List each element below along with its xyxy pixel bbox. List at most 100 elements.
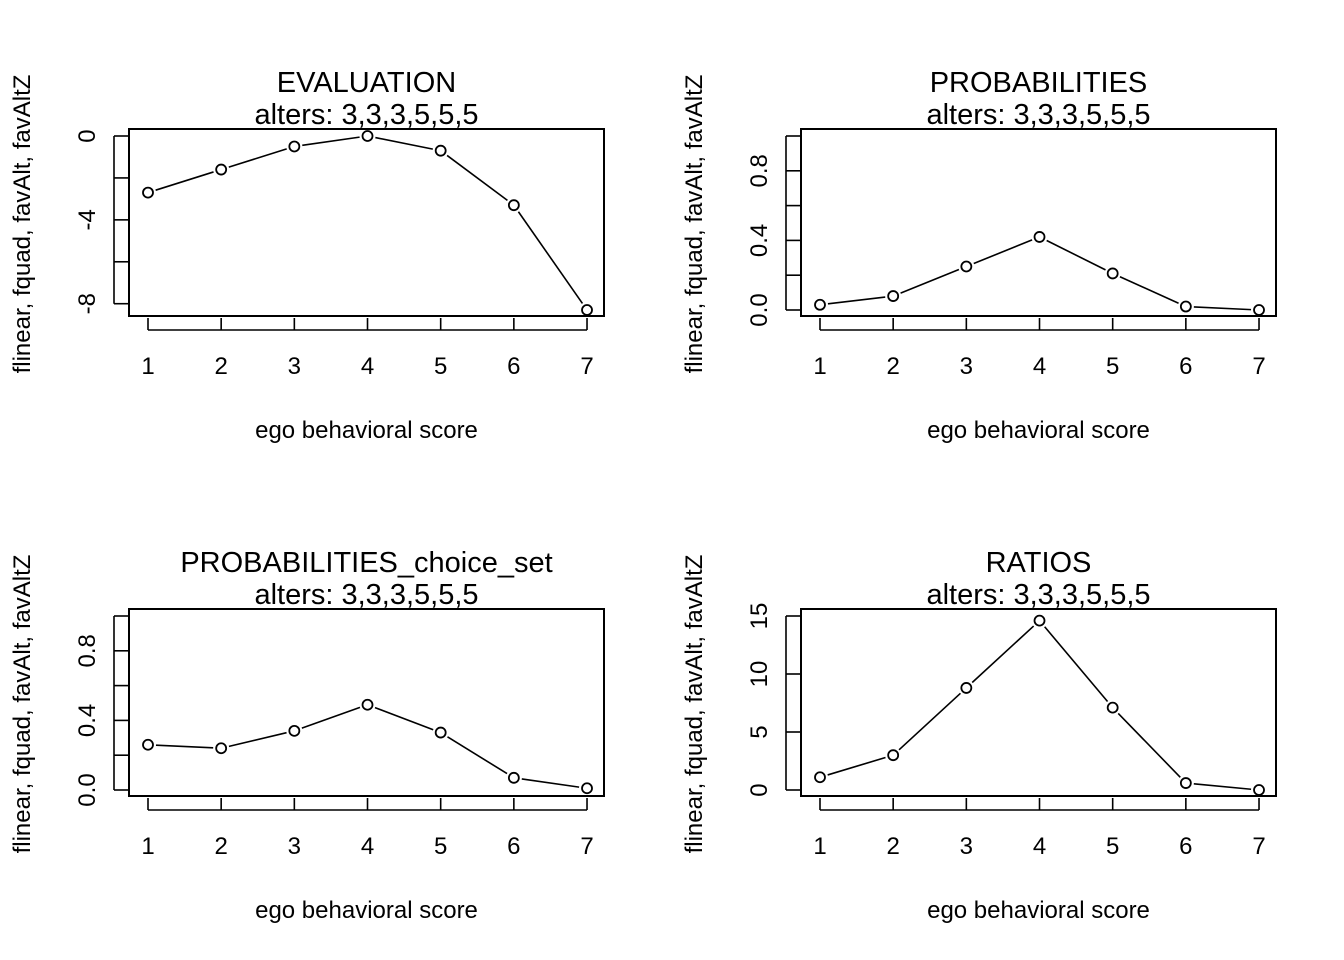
data-point — [581, 304, 593, 316]
series-segment — [1193, 306, 1252, 311]
data-point — [215, 742, 228, 755]
x-tick-label: 7 — [580, 353, 593, 380]
chart-subtitle: alters: 3,3,3,5,5,5 — [926, 579, 1150, 611]
data-point — [288, 724, 301, 737]
plot-frame — [128, 608, 605, 797]
x-tick-label: 5 — [434, 353, 447, 380]
y-tick-label: 0 — [746, 783, 773, 796]
x-tick-label: 2 — [214, 833, 227, 860]
y-tick-label: 0.4 — [746, 224, 773, 257]
series-segment — [1044, 626, 1109, 703]
series-segment — [517, 211, 584, 304]
y-axis: 0.0 0.4 0.8 — [746, 135, 801, 327]
data-point — [1106, 267, 1119, 280]
y-tick-label: 0.8 — [746, 154, 773, 187]
data-point — [142, 738, 154, 751]
x-tick-label: 1 — [813, 833, 826, 860]
series-segment — [375, 136, 433, 150]
data-point — [507, 199, 520, 212]
series-segment — [827, 296, 886, 305]
data-point — [1033, 614, 1046, 627]
x-tick-label: 3 — [288, 353, 301, 380]
x-axis: 1 2 3 4 5 6 7 — [813, 798, 1266, 860]
data-point — [288, 140, 301, 153]
x-tick-label: 1 — [141, 353, 154, 380]
series-segment — [1119, 276, 1179, 304]
x-tick-label: 3 — [960, 353, 973, 380]
series-segment — [228, 731, 287, 748]
y-tick-label: 0.4 — [74, 704, 101, 737]
y-tick-label: 10 — [746, 661, 773, 688]
series-segment — [446, 154, 508, 202]
series-segment — [898, 692, 961, 751]
series-segment — [521, 778, 580, 788]
x-axis-label: ego behavioral score — [927, 897, 1150, 924]
x-tick-label: 4 — [361, 353, 374, 380]
y-tick-label: 0.0 — [746, 293, 773, 326]
series-segment — [1117, 712, 1181, 778]
chart-subtitle: alters: 3,3,3,5,5,5 — [254, 579, 478, 611]
x-tick-label: 6 — [1179, 353, 1192, 380]
data-point — [507, 771, 520, 784]
series-segment — [374, 706, 434, 731]
series-segment — [301, 706, 361, 729]
y-tick-label: -8 — [74, 293, 101, 314]
x-tick-label: 4 — [361, 833, 374, 860]
series-segment — [302, 136, 360, 147]
data-point — [960, 682, 973, 694]
series-segment — [900, 268, 960, 294]
x-tick-label: 7 — [1252, 833, 1265, 860]
data-point — [361, 130, 374, 142]
y-axis-label: flinear, fquad, favAlt, favAltZ — [681, 75, 708, 374]
series-segment — [1193, 783, 1252, 791]
x-tick-label: 4 — [1033, 353, 1046, 380]
data-point — [1179, 300, 1192, 313]
x-tick-label: 5 — [1106, 353, 1119, 380]
series-segment — [155, 744, 214, 749]
data-point — [581, 782, 593, 795]
series-segment — [155, 171, 214, 191]
data-point — [1179, 777, 1192, 789]
x-axis: 1 2 3 4 5 6 7 — [813, 318, 1266, 380]
x-tick-label: 2 — [886, 833, 899, 860]
x-tick-label: 6 — [1179, 833, 1192, 860]
x-tick-label: 3 — [288, 833, 301, 860]
series-segment — [973, 239, 1033, 265]
series-segment — [1046, 239, 1106, 271]
y-tick-label: 5 — [746, 725, 773, 738]
y-tick-label: 0 — [74, 129, 101, 142]
data-point — [361, 698, 374, 711]
plot-frame — [800, 128, 1277, 317]
x-tick-label: 5 — [434, 833, 447, 860]
chart-title: PROBABILITIES_choice_set — [180, 547, 552, 579]
series — [142, 130, 593, 316]
y-axis: 0 -4 -8 — [74, 129, 129, 314]
data-point — [814, 771, 826, 784]
x-tick-label: 3 — [960, 833, 973, 860]
chart-title: RATIOS — [986, 547, 1092, 579]
y-axis-label: flinear, fquad, favAlt, favAltZ — [9, 555, 36, 854]
x-axis-label: ego behavioral score — [255, 897, 478, 924]
x-tick-label: 1 — [813, 353, 826, 380]
x-axis-label: ego behavioral score — [255, 417, 478, 444]
x-axis-label: ego behavioral score — [927, 417, 1150, 444]
x-tick-label: 7 — [1252, 353, 1265, 380]
data-point — [434, 726, 447, 739]
data-point — [814, 298, 826, 311]
y-tick-label: 15 — [746, 603, 773, 630]
chart-title: EVALUATION — [277, 67, 456, 99]
data-point — [434, 144, 447, 157]
series-segment — [971, 625, 1035, 684]
y-axis-label: flinear, fquad, favAlt, favAltZ — [681, 555, 708, 854]
y-axis-label: flinear, fquad, favAlt, favAltZ — [9, 75, 36, 374]
data-point — [215, 163, 228, 176]
y-tick-label: -4 — [74, 209, 101, 230]
chart-subtitle: alters: 3,3,3,5,5,5 — [254, 99, 478, 131]
y-tick-label: 0.0 — [74, 773, 101, 806]
data-point — [142, 186, 154, 199]
x-tick-label: 2 — [886, 353, 899, 380]
y-tick-label: 0.8 — [74, 634, 101, 667]
